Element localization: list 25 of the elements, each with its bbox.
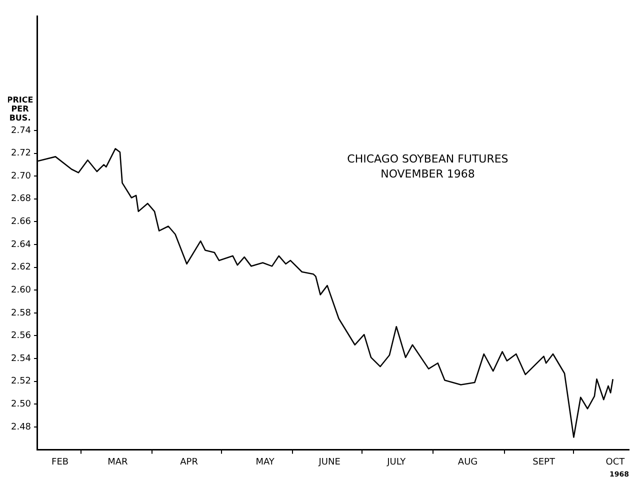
y-tick-label: 2.56 xyxy=(10,331,32,342)
x-tick-label: OCT xyxy=(606,458,626,468)
x-tick-label: APR xyxy=(180,458,198,468)
x-tick-label: JULY xyxy=(386,458,406,468)
x-tick-label: SEPT xyxy=(532,458,556,468)
x-tick-label: FEB xyxy=(52,458,69,468)
y-tick-label: 2.50 xyxy=(10,400,32,410)
y-tick-label: 2.72 xyxy=(10,148,32,159)
y-tick-label: 2.66 xyxy=(10,217,32,228)
y-tick-label: 2.58 xyxy=(10,308,32,318)
x-tick-label: JUNE xyxy=(318,458,341,468)
text: CHICAGO SOYBEAN FUTURES xyxy=(347,152,508,166)
y-tick-label: 2.64 xyxy=(10,240,32,250)
x-tick-label: MAY xyxy=(256,458,275,468)
x-tick-label: MAR xyxy=(108,458,128,468)
y-tick-label: 2.60 xyxy=(10,285,32,296)
y-tick-label: 2.68 xyxy=(10,194,32,204)
text: NOVEMBER 1968 xyxy=(380,167,475,180)
y-tick-label: 2.52 xyxy=(10,376,32,387)
y-tick-label: 2.48 xyxy=(10,422,32,432)
y-tick-label: 2.74 xyxy=(10,126,32,136)
x-tick-label: AUG xyxy=(458,458,478,468)
y-tick-label: 2.62 xyxy=(10,262,32,273)
y-tick-label: 2.54 xyxy=(10,354,32,364)
y-tick-label: 2.70 xyxy=(10,171,32,182)
